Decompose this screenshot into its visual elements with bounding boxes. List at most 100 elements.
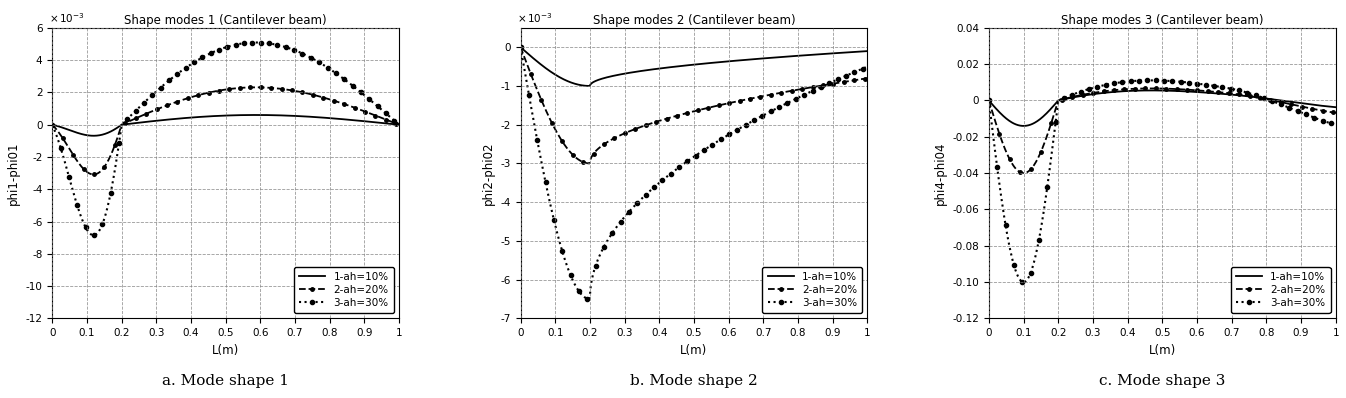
2-ah=20% (85, 172, 101, 177)
3-ah=30% (1170, 79, 1186, 84)
2-ah=20% (797, 86, 813, 91)
3-ah=30% (1267, 100, 1283, 104)
3-ah=30% (210, 48, 226, 53)
1-ah=10% (701, 61, 717, 66)
3-ah=30% (44, 122, 61, 127)
1-ah=10% (1149, 88, 1166, 93)
Line: 2-ah=20%: 2-ah=20% (48, 84, 402, 178)
3-ah=30% (1189, 81, 1205, 86)
3-ah=30% (392, 122, 408, 127)
Legend: 1-ah=10%, 2-ah=20%, 3-ah=30%: 1-ah=10%, 2-ah=20%, 3-ah=30% (293, 267, 394, 313)
1-ah=10% (680, 63, 696, 68)
2-ah=20% (1147, 86, 1163, 91)
2-ah=20% (678, 111, 695, 116)
1-ah=10% (852, 49, 868, 54)
2-ah=20% (859, 76, 875, 81)
1-ah=10% (859, 49, 875, 53)
1-ah=10% (384, 122, 400, 127)
2-ah=20% (1015, 171, 1031, 176)
3-ah=30% (1147, 78, 1163, 83)
2-ah=20% (1170, 87, 1186, 92)
3-ah=30% (1320, 120, 1337, 125)
Line: 1-ah=10%: 1-ah=10% (52, 115, 400, 136)
Text: $\times\,10^{-3}$: $\times\,10^{-3}$ (517, 11, 553, 25)
2-ah=20% (44, 122, 61, 127)
1-ah=10% (797, 53, 813, 58)
2-ah=20% (210, 88, 226, 93)
3-ah=30% (1149, 78, 1166, 83)
1-ah=10% (581, 84, 598, 88)
X-axis label: L(m): L(m) (680, 344, 708, 357)
3-ah=30% (330, 72, 346, 77)
Title: Shape modes 2 (Cantilever beam): Shape modes 2 (Cantilever beam) (592, 14, 795, 27)
3-ah=30% (248, 40, 264, 45)
2-ah=20% (581, 161, 598, 166)
2-ah=20% (680, 110, 696, 115)
1-ah=10% (330, 116, 346, 121)
2-ah=20% (1144, 86, 1160, 91)
1-ah=10% (1267, 97, 1283, 102)
1-ah=10% (233, 113, 249, 117)
3-ah=30% (797, 92, 813, 97)
Y-axis label: phi1-phi01: phi1-phi01 (7, 141, 20, 205)
Text: c. Mode shape 3: c. Mode shape 3 (1100, 374, 1225, 388)
Line: 3-ah=30%: 3-ah=30% (517, 43, 872, 303)
3-ah=30% (981, 98, 997, 103)
2-ah=20% (981, 98, 997, 103)
2-ah=20% (211, 88, 227, 93)
3-ah=30% (1144, 78, 1160, 83)
Legend: 1-ah=10%, 2-ah=20%, 3-ah=30%: 1-ah=10%, 2-ah=20%, 3-ah=30% (1230, 267, 1331, 313)
3-ah=30% (859, 64, 875, 69)
Y-axis label: phi2-phi02: phi2-phi02 (482, 141, 495, 205)
2-ah=20% (1149, 86, 1166, 91)
3-ah=30% (384, 116, 400, 121)
3-ah=30% (852, 67, 868, 72)
1-ah=10% (248, 113, 264, 117)
1-ah=10% (1015, 123, 1031, 128)
3-ah=30% (1015, 280, 1031, 285)
1-ah=10% (678, 63, 695, 68)
2-ah=20% (1267, 98, 1283, 103)
Text: $\times\,10^{-3}$: $\times\,10^{-3}$ (48, 11, 85, 25)
Line: 3-ah=30%: 3-ah=30% (985, 76, 1339, 286)
1-ah=10% (211, 113, 227, 118)
2-ah=20% (392, 122, 408, 127)
2-ah=20% (252, 85, 268, 90)
1-ah=10% (392, 122, 408, 127)
3-ah=30% (233, 41, 249, 46)
Line: 1-ah=10%: 1-ah=10% (989, 90, 1335, 126)
3-ah=30% (680, 158, 696, 163)
1-ah=10% (252, 113, 268, 117)
2-ah=20% (330, 100, 346, 104)
X-axis label: L(m): L(m) (213, 344, 240, 357)
3-ah=30% (720, 133, 736, 138)
1-ah=10% (1189, 90, 1205, 94)
3-ah=30% (252, 40, 268, 45)
3-ah=30% (513, 45, 529, 50)
1-ah=10% (1144, 88, 1160, 93)
2-ah=20% (701, 105, 717, 110)
2-ah=20% (1320, 109, 1337, 114)
1-ah=10% (981, 98, 997, 103)
Line: 2-ah=20%: 2-ah=20% (985, 85, 1339, 177)
1-ah=10% (44, 122, 61, 127)
Text: a. Mode shape 1: a. Mode shape 1 (162, 374, 289, 388)
1-ah=10% (1147, 88, 1163, 93)
1-ah=10% (720, 59, 736, 64)
Line: 3-ah=30%: 3-ah=30% (48, 38, 404, 240)
1-ah=10% (1170, 89, 1186, 94)
3-ah=30% (1327, 123, 1343, 127)
1-ah=10% (1320, 104, 1337, 109)
Line: 2-ah=20%: 2-ah=20% (517, 44, 871, 167)
Legend: 1-ah=10%, 2-ah=20%, 3-ah=30%: 1-ah=10%, 2-ah=20%, 3-ah=30% (762, 267, 863, 313)
1-ah=10% (1327, 105, 1343, 109)
3-ah=30% (581, 297, 598, 301)
Line: 1-ah=10%: 1-ah=10% (521, 47, 867, 86)
X-axis label: L(m): L(m) (1148, 344, 1176, 357)
3-ah=30% (678, 160, 695, 165)
3-ah=30% (211, 47, 227, 52)
2-ah=20% (384, 120, 400, 125)
Title: Shape modes 1 (Cantilever beam): Shape modes 1 (Cantilever beam) (124, 14, 327, 27)
2-ah=20% (1327, 111, 1343, 115)
2-ah=20% (248, 85, 264, 90)
